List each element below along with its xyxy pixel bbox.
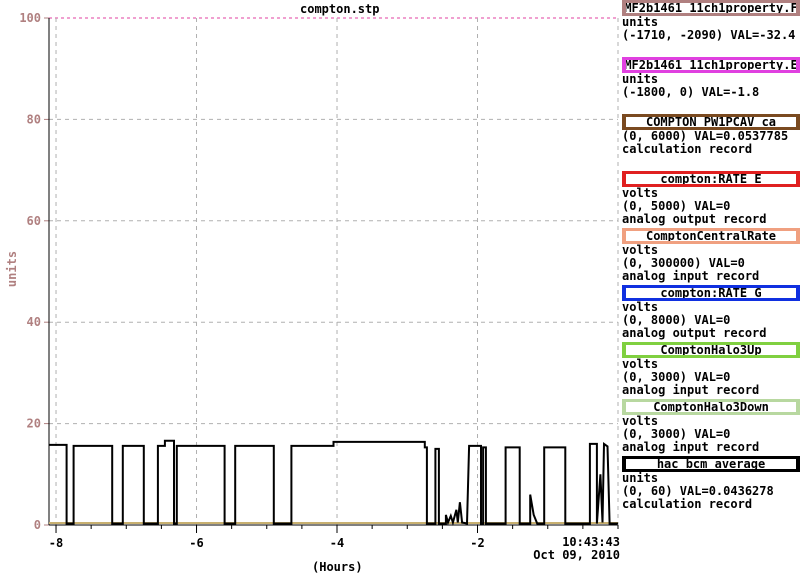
legend-detail: units (622, 72, 659, 86)
y-tick-label: 40 (27, 315, 41, 329)
legend-detail: (0, 6000) VAL=0.0537785 (622, 129, 789, 143)
x-axis-label: (Hours) (312, 560, 363, 574)
legend-detail: calculation record (622, 497, 753, 511)
legend-detail: volts (622, 300, 659, 314)
x-tick-label: -4 (330, 536, 344, 550)
legend-detail: (0, 3000) VAL=0 (622, 427, 731, 441)
legend-entry: ComptonCentralRate volts (0, 300000) VAL=0… (622, 228, 800, 285)
legend: MF2b1461_11ch1property.F units (-1710, -20… (622, 0, 800, 513)
legend-detail: (-1710, -2090) VAL=-32.4 (622, 28, 796, 42)
legend-detail: volts (622, 414, 659, 428)
legend-label[interactable]: hac_bcm_average (622, 456, 800, 472)
y-tick-label: 60 (27, 214, 41, 228)
timestamp-label: 10:43:43 (562, 535, 620, 549)
y-tick-label: 100 (19, 11, 41, 25)
legend-entry: MF2b1461_11ch1property.E units (-1800, 0) … (622, 57, 800, 114)
legend-entry: COMPTON_PW1PCAV_ca (0, 6000) VAL=0.053778… (622, 114, 800, 171)
legend-label[interactable]: compton:RATE_E (622, 171, 800, 187)
legend-detail: volts (622, 357, 659, 371)
legend-label[interactable]: COMPTON_PW1PCAV_ca (622, 114, 800, 130)
legend-entry: MF2b1461_11ch1property.F units (-1710, -20… (622, 0, 800, 57)
x-tick-label: -8 (49, 536, 63, 550)
legend-detail: volts (622, 243, 659, 257)
legend-detail: volts (622, 186, 659, 200)
series-line-hac_bcm_average (49, 439, 618, 527)
legend-detail: analog input record (622, 269, 760, 283)
legend-detail: units (622, 15, 659, 29)
y-tick-label: 0 (34, 518, 41, 532)
chart-title: compton.stp (300, 2, 380, 16)
x-tick-label: -6 (189, 536, 203, 550)
legend-detail: (-1800, 0) VAL=-1.8 (622, 85, 760, 99)
legend-label[interactable]: ComptonHalo3Up (622, 342, 800, 358)
legend-detail: analog input record (622, 440, 760, 454)
x-tick-label: -2 (470, 536, 484, 550)
legend-label[interactable]: MF2b1461_11ch1property.F (622, 0, 800, 16)
y-tick-label: 20 (27, 417, 41, 431)
y-tick-label: 80 (27, 112, 41, 126)
legend-detail: analog output record (622, 326, 767, 340)
legend-label[interactable]: ComptonCentralRate (622, 228, 800, 244)
y-axis-label: units (5, 250, 20, 288)
legend-entry: hac_bcm_average units (0, 60) VAL=0.043627… (622, 456, 800, 513)
legend-detail: analog input record (622, 383, 760, 397)
legend-detail: (0, 8000) VAL=0 (622, 313, 731, 327)
legend-label[interactable]: MF2b1461_11ch1property.E (622, 57, 800, 73)
legend-detail: (0, 300000) VAL=0 (622, 256, 745, 270)
legend-label[interactable]: ComptonHalo3Down (622, 399, 800, 415)
legend-entry: ComptonHalo3Down volts (0, 3000) VAL=0 anal… (622, 399, 800, 456)
legend-detail: (0, 5000) VAL=0 (622, 199, 731, 213)
date-label: Oct 09, 2010 (533, 548, 620, 562)
legend-entry: compton:RATE_E volts (0, 5000) VAL=0 analog… (622, 171, 800, 228)
legend-entry: ComptonHalo3Up volts (0, 3000) VAL=0 analog… (622, 342, 800, 399)
legend-detail: (0, 60) VAL=0.0436278 (622, 484, 774, 498)
legend-detail: (0, 3000) VAL=0 (622, 370, 731, 384)
legend-entry: compton:RATE_G volts (0, 8000) VAL=0 analog… (622, 285, 800, 342)
legend-detail: units (622, 471, 659, 485)
legend-detail: calculation record (622, 142, 753, 156)
legend-detail: analog output record (622, 212, 767, 226)
legend-label[interactable]: compton:RATE_G (622, 285, 800, 301)
